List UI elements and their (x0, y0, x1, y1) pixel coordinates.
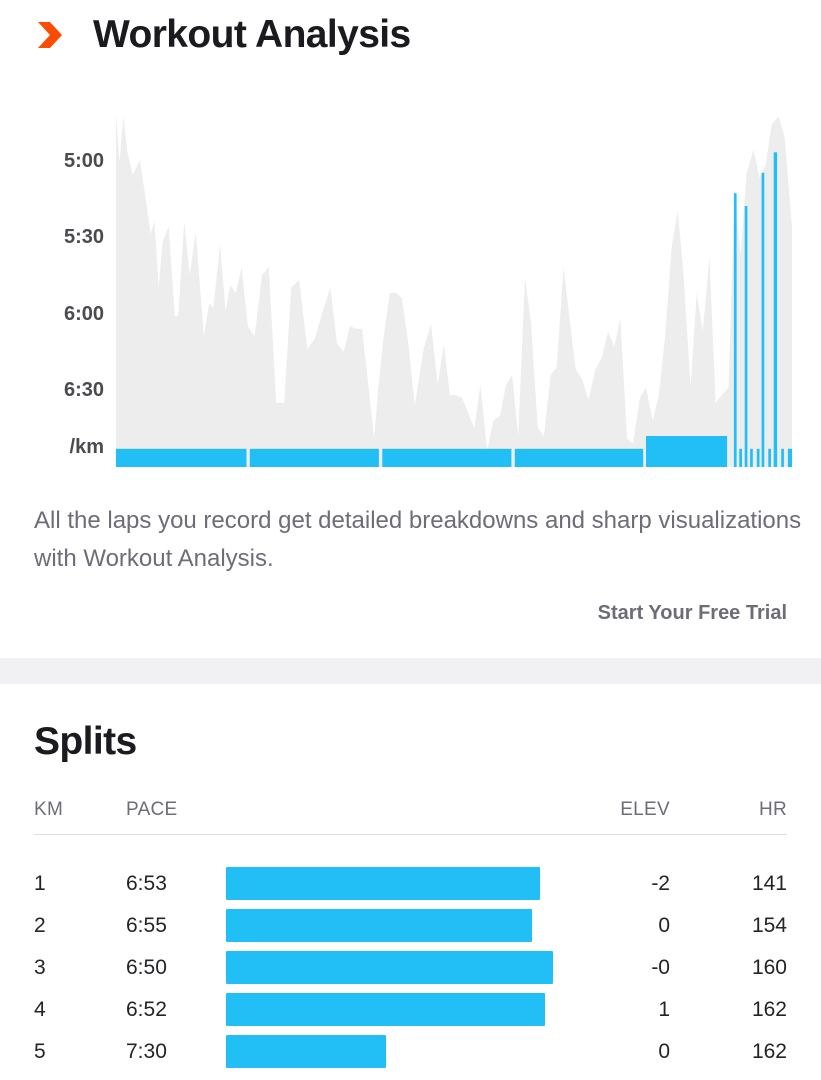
chevron-right-icon (38, 22, 62, 48)
split-hr: 160 (751, 956, 787, 979)
split-elev: 0 (658, 1040, 670, 1063)
split-km: 1 (34, 872, 46, 895)
pace-chart: 5:00 5:30 6:00 6:30 /km (0, 80, 821, 480)
pace-bar (226, 1035, 386, 1068)
table-row: 5 7:30 0 162 (34, 1032, 787, 1074)
split-elev: -0 (651, 956, 670, 979)
split-km: 2 (34, 914, 46, 937)
pace-bar (226, 867, 540, 900)
header-elev: ELEV (620, 799, 670, 820)
pace-area (116, 114, 792, 467)
lap-bar (744, 206, 748, 467)
pace-bar (226, 993, 545, 1026)
split-km: 4 (34, 998, 46, 1021)
header-km: KM (34, 799, 64, 820)
lap-bar (768, 448, 771, 467)
y-tick-label: 6:00 (63, 303, 104, 325)
lap-bar (750, 448, 753, 467)
split-pace: 6:55 (126, 914, 167, 937)
lap-bar (756, 448, 760, 467)
header-hr: HR (758, 799, 787, 820)
lap-bar (773, 152, 778, 468)
lap-bar (646, 436, 728, 467)
split-elev: 1 (658, 998, 670, 1021)
lap-bar (733, 193, 737, 467)
lap-bar (514, 448, 644, 467)
lap-bar (787, 448, 792, 467)
split-pace: 7:30 (126, 1040, 167, 1063)
split-hr: 141 (751, 872, 787, 895)
header-pace: PACE (126, 799, 178, 820)
split-hr: 154 (751, 914, 787, 937)
split-pace: 6:53 (126, 872, 167, 895)
y-axis-unit-label: /km (69, 436, 104, 458)
splits-title: Splits (34, 720, 137, 763)
chart-svg (116, 114, 792, 468)
lap-bar (382, 448, 512, 467)
split-hr: 162 (751, 1040, 787, 1063)
table-row: 1 6:53 -2 141 (34, 864, 787, 906)
split-hr: 162 (751, 998, 787, 1021)
split-elev: 0 (658, 914, 670, 937)
splits-table: KM PACE ELEV HR 1 6:53 -2 141 2 6:55 0 154 3 6:50… (34, 792, 787, 1068)
splits-table-header: KM PACE ELEV HR (34, 792, 787, 835)
split-pace: 6:52 (126, 998, 167, 1021)
lap-bar (761, 172, 765, 468)
split-km: 3 (34, 956, 46, 979)
split-elev: -2 (651, 872, 670, 895)
y-tick-label: 6:30 (63, 379, 104, 401)
split-pace: 6:50 (126, 956, 167, 979)
section-divider (0, 658, 821, 684)
header: Workout Analysis (0, 0, 821, 70)
lap-bar (249, 448, 379, 467)
y-tick-label: 5:30 (63, 226, 104, 248)
start-free-trial-link[interactable]: Start Your Free Trial (597, 602, 787, 624)
feature-description: All the laps you record get detailed bre… (34, 507, 802, 572)
chart-plot-area (116, 80, 792, 480)
table-row: 2 6:55 0 154 (34, 906, 787, 948)
page-title: Workout Analysis (93, 13, 411, 56)
split-km: 5 (34, 1040, 46, 1063)
lap-bar (739, 448, 742, 467)
lap-bar (116, 448, 247, 467)
table-row: 3 6:50 -0 160 (34, 948, 787, 990)
table-row: 4 6:52 1 162 (34, 990, 787, 1032)
pace-bar (226, 951, 553, 984)
pace-bar (226, 909, 532, 942)
lap-bar (781, 448, 784, 467)
y-tick-label: 5:00 (63, 150, 104, 172)
